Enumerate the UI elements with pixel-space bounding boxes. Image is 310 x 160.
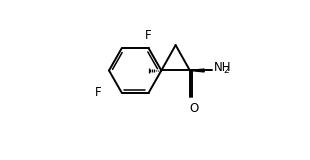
Text: F: F: [145, 29, 152, 42]
Text: 2: 2: [224, 66, 229, 75]
Text: NH: NH: [214, 61, 231, 74]
Polygon shape: [190, 69, 204, 72]
Text: F: F: [95, 86, 101, 99]
Text: O: O: [189, 102, 198, 115]
